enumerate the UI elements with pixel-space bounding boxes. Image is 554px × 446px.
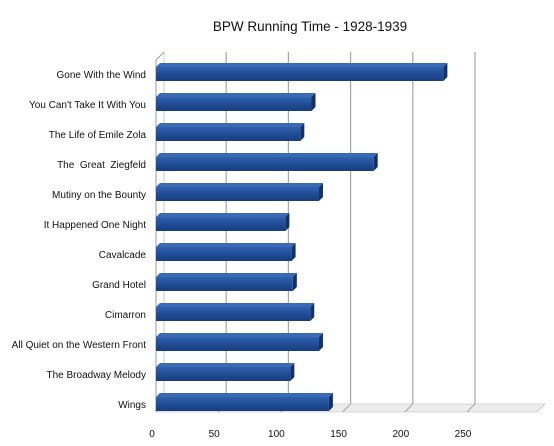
- bar-front-face: [156, 127, 301, 141]
- x-tick-label: 250: [455, 429, 472, 440]
- bar-end-face: [373, 153, 378, 171]
- category-label: All Quiet on the Western Front: [12, 340, 147, 351]
- bar-front-face: [156, 307, 311, 321]
- bar-front-face: [156, 277, 293, 291]
- category-label: Gone With the Wind: [57, 70, 146, 81]
- bar-front-face: [156, 247, 292, 261]
- bar: [156, 183, 323, 201]
- bar-top-face: [156, 393, 333, 397]
- x-axis-ticks: 0 50 100 150 200 250: [149, 429, 472, 440]
- category-label: Cimarron: [105, 310, 146, 321]
- category-label: The Broadway Melody: [47, 370, 147, 381]
- bar-end-face: [290, 363, 295, 381]
- bar-front-face: [156, 337, 319, 351]
- x-tick-label: 200: [392, 429, 409, 440]
- chart-title: BPW Running Time - 1928-1939: [213, 19, 407, 34]
- bar-end-face: [310, 303, 315, 321]
- bar-top-face: [156, 153, 378, 157]
- category-label: The Great Ziegfeld: [57, 160, 146, 171]
- x-tick-label: 50: [209, 429, 221, 440]
- bar-front-face: [156, 187, 319, 201]
- x-tick-label: 0: [149, 429, 155, 440]
- plot-background: [156, 52, 475, 412]
- bar-top-face: [156, 243, 296, 247]
- category-label: The Life of Emile Zola: [49, 130, 147, 141]
- category-label: Mutiny on the Bounty: [52, 190, 146, 201]
- bar-end-face: [443, 63, 448, 81]
- bar-front-face: [156, 157, 374, 171]
- category-label: Grand Hotel: [92, 280, 146, 291]
- y-axis-top-edge: [155, 51, 165, 61]
- bar-front-face: [156, 217, 286, 231]
- bar-end-face: [291, 243, 296, 261]
- bar-top-face: [156, 333, 323, 337]
- bar: [156, 273, 297, 291]
- bar-top-face: [156, 183, 323, 187]
- category-label: It Happened One Night: [44, 220, 147, 231]
- bar-end-face: [328, 393, 333, 411]
- category-label: Cavalcade: [99, 250, 147, 261]
- category-label: Wings: [118, 400, 146, 411]
- bar-top-face: [156, 93, 316, 97]
- bar-end-face: [311, 93, 316, 111]
- bar-end-face: [285, 213, 290, 231]
- bar-top-face: [156, 303, 315, 307]
- bar: [156, 123, 305, 141]
- bar-end-face: [300, 123, 305, 141]
- bars-group: [156, 63, 448, 411]
- bar: [156, 93, 316, 111]
- bar: [156, 63, 448, 81]
- bar-top-face: [156, 363, 295, 367]
- bar-front-face: [156, 397, 329, 411]
- bar-end-face: [318, 183, 323, 201]
- bar: [156, 303, 315, 321]
- bar-end-face: [292, 273, 297, 291]
- bar-top-face: [156, 63, 448, 67]
- x-tick-label: 150: [330, 429, 347, 440]
- bar-front-face: [156, 97, 312, 111]
- bar: [156, 393, 333, 411]
- bar: [156, 363, 295, 381]
- bar-top-face: [156, 123, 305, 127]
- bar-end-face: [318, 333, 323, 351]
- bar: [156, 153, 378, 171]
- bar: [156, 333, 323, 351]
- gridline-floor: [466, 403, 476, 413]
- gridline-floor: [404, 403, 414, 413]
- x-tick-label: 100: [268, 429, 285, 440]
- bar-front-face: [156, 67, 444, 81]
- bar: [156, 213, 290, 231]
- bar-front-face: [156, 367, 291, 381]
- bar-top-face: [156, 213, 290, 217]
- bar: [156, 243, 296, 261]
- bar-top-face: [156, 273, 297, 277]
- category-label: You Can't Take It With You: [29, 100, 146, 111]
- category-labels: Gone With the Wind You Can't Take It With…: [12, 70, 147, 411]
- gridline-floor: [342, 403, 351, 413]
